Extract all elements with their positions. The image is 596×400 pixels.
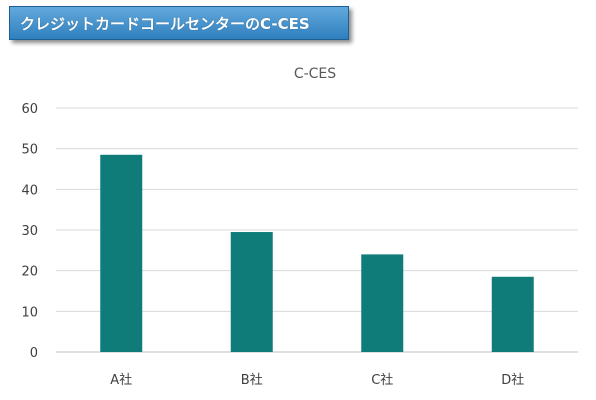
y-tick-label: 0 — [30, 346, 38, 361]
gridlines — [56, 107, 578, 353]
y-tick-label: 60 — [21, 102, 38, 117]
bar-3 — [361, 254, 404, 352]
y-tick-label: 20 — [21, 265, 38, 280]
x-axis-ticks: A社 B社 C社 D社 — [110, 372, 524, 388]
bar-2 — [230, 232, 273, 352]
x-tick-label: D社 — [501, 372, 524, 388]
x-tick-label: B社 — [241, 372, 263, 388]
y-tick-label: 10 — [21, 305, 38, 320]
bar-1 — [100, 154, 143, 352]
y-tick-label: 40 — [21, 183, 38, 198]
bars — [100, 154, 534, 352]
banner-title: クレジットカードコールセンターのC-CES — [20, 15, 310, 33]
bar-4 — [491, 276, 534, 352]
x-tick-label: A社 — [110, 372, 132, 388]
y-tick-label: 50 — [21, 143, 38, 158]
x-tick-label: C社 — [371, 372, 393, 388]
y-tick-label: 30 — [21, 224, 38, 239]
y-axis-ticks: 0 10 20 30 40 50 60 — [21, 102, 38, 361]
title-banner: クレジットカードコールセンターのC-CES — [9, 6, 349, 40]
chart-title: C-CES — [294, 66, 336, 82]
